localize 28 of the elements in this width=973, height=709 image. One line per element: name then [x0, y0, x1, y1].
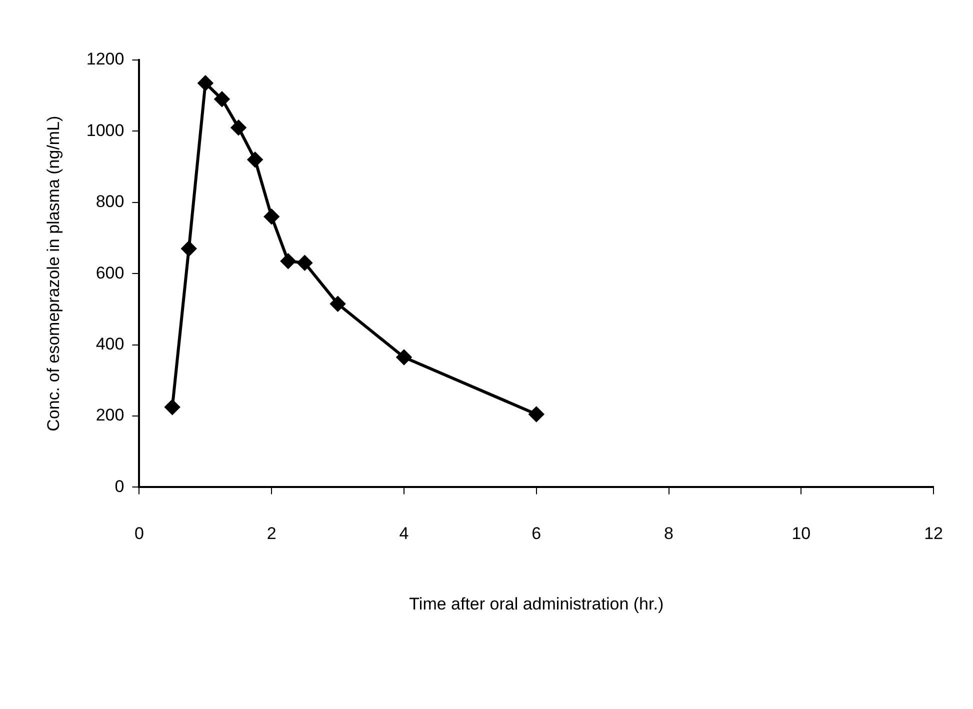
point: [528, 406, 544, 422]
x-tick-label: 6: [532, 524, 542, 544]
y-tick-label: 400: [96, 334, 124, 354]
point: [264, 209, 280, 224]
x-tick-label: 2: [266, 524, 276, 544]
point: [280, 254, 296, 269]
point: [181, 241, 196, 256]
point: [297, 255, 312, 270]
point: [164, 400, 180, 415]
point: [396, 350, 412, 365]
y-tick-label: 800: [96, 192, 124, 212]
y-tick-label: 0: [114, 476, 124, 496]
x-tick-label: 12: [924, 524, 944, 544]
point: [231, 120, 246, 136]
x-tick-label: 4: [399, 524, 409, 544]
y-tick-label: 200: [96, 406, 124, 425]
point: [330, 296, 346, 312]
point: [214, 92, 230, 107]
y-tick-label: 600: [96, 263, 124, 282]
x-tick-label: 0: [134, 524, 144, 544]
point: [248, 152, 263, 168]
x-tick-label: 8: [664, 524, 674, 544]
y-tick-label: 1200: [86, 50, 124, 69]
x-tick-label: 10: [792, 524, 811, 544]
y-tick-label: 1000: [86, 120, 124, 140]
x-axis-title: Time after oral administration (hr.): [409, 594, 664, 614]
point: [198, 76, 213, 91]
y-axis-title: Conc. of esomeprazole in plasma (ng/mL): [44, 116, 63, 432]
